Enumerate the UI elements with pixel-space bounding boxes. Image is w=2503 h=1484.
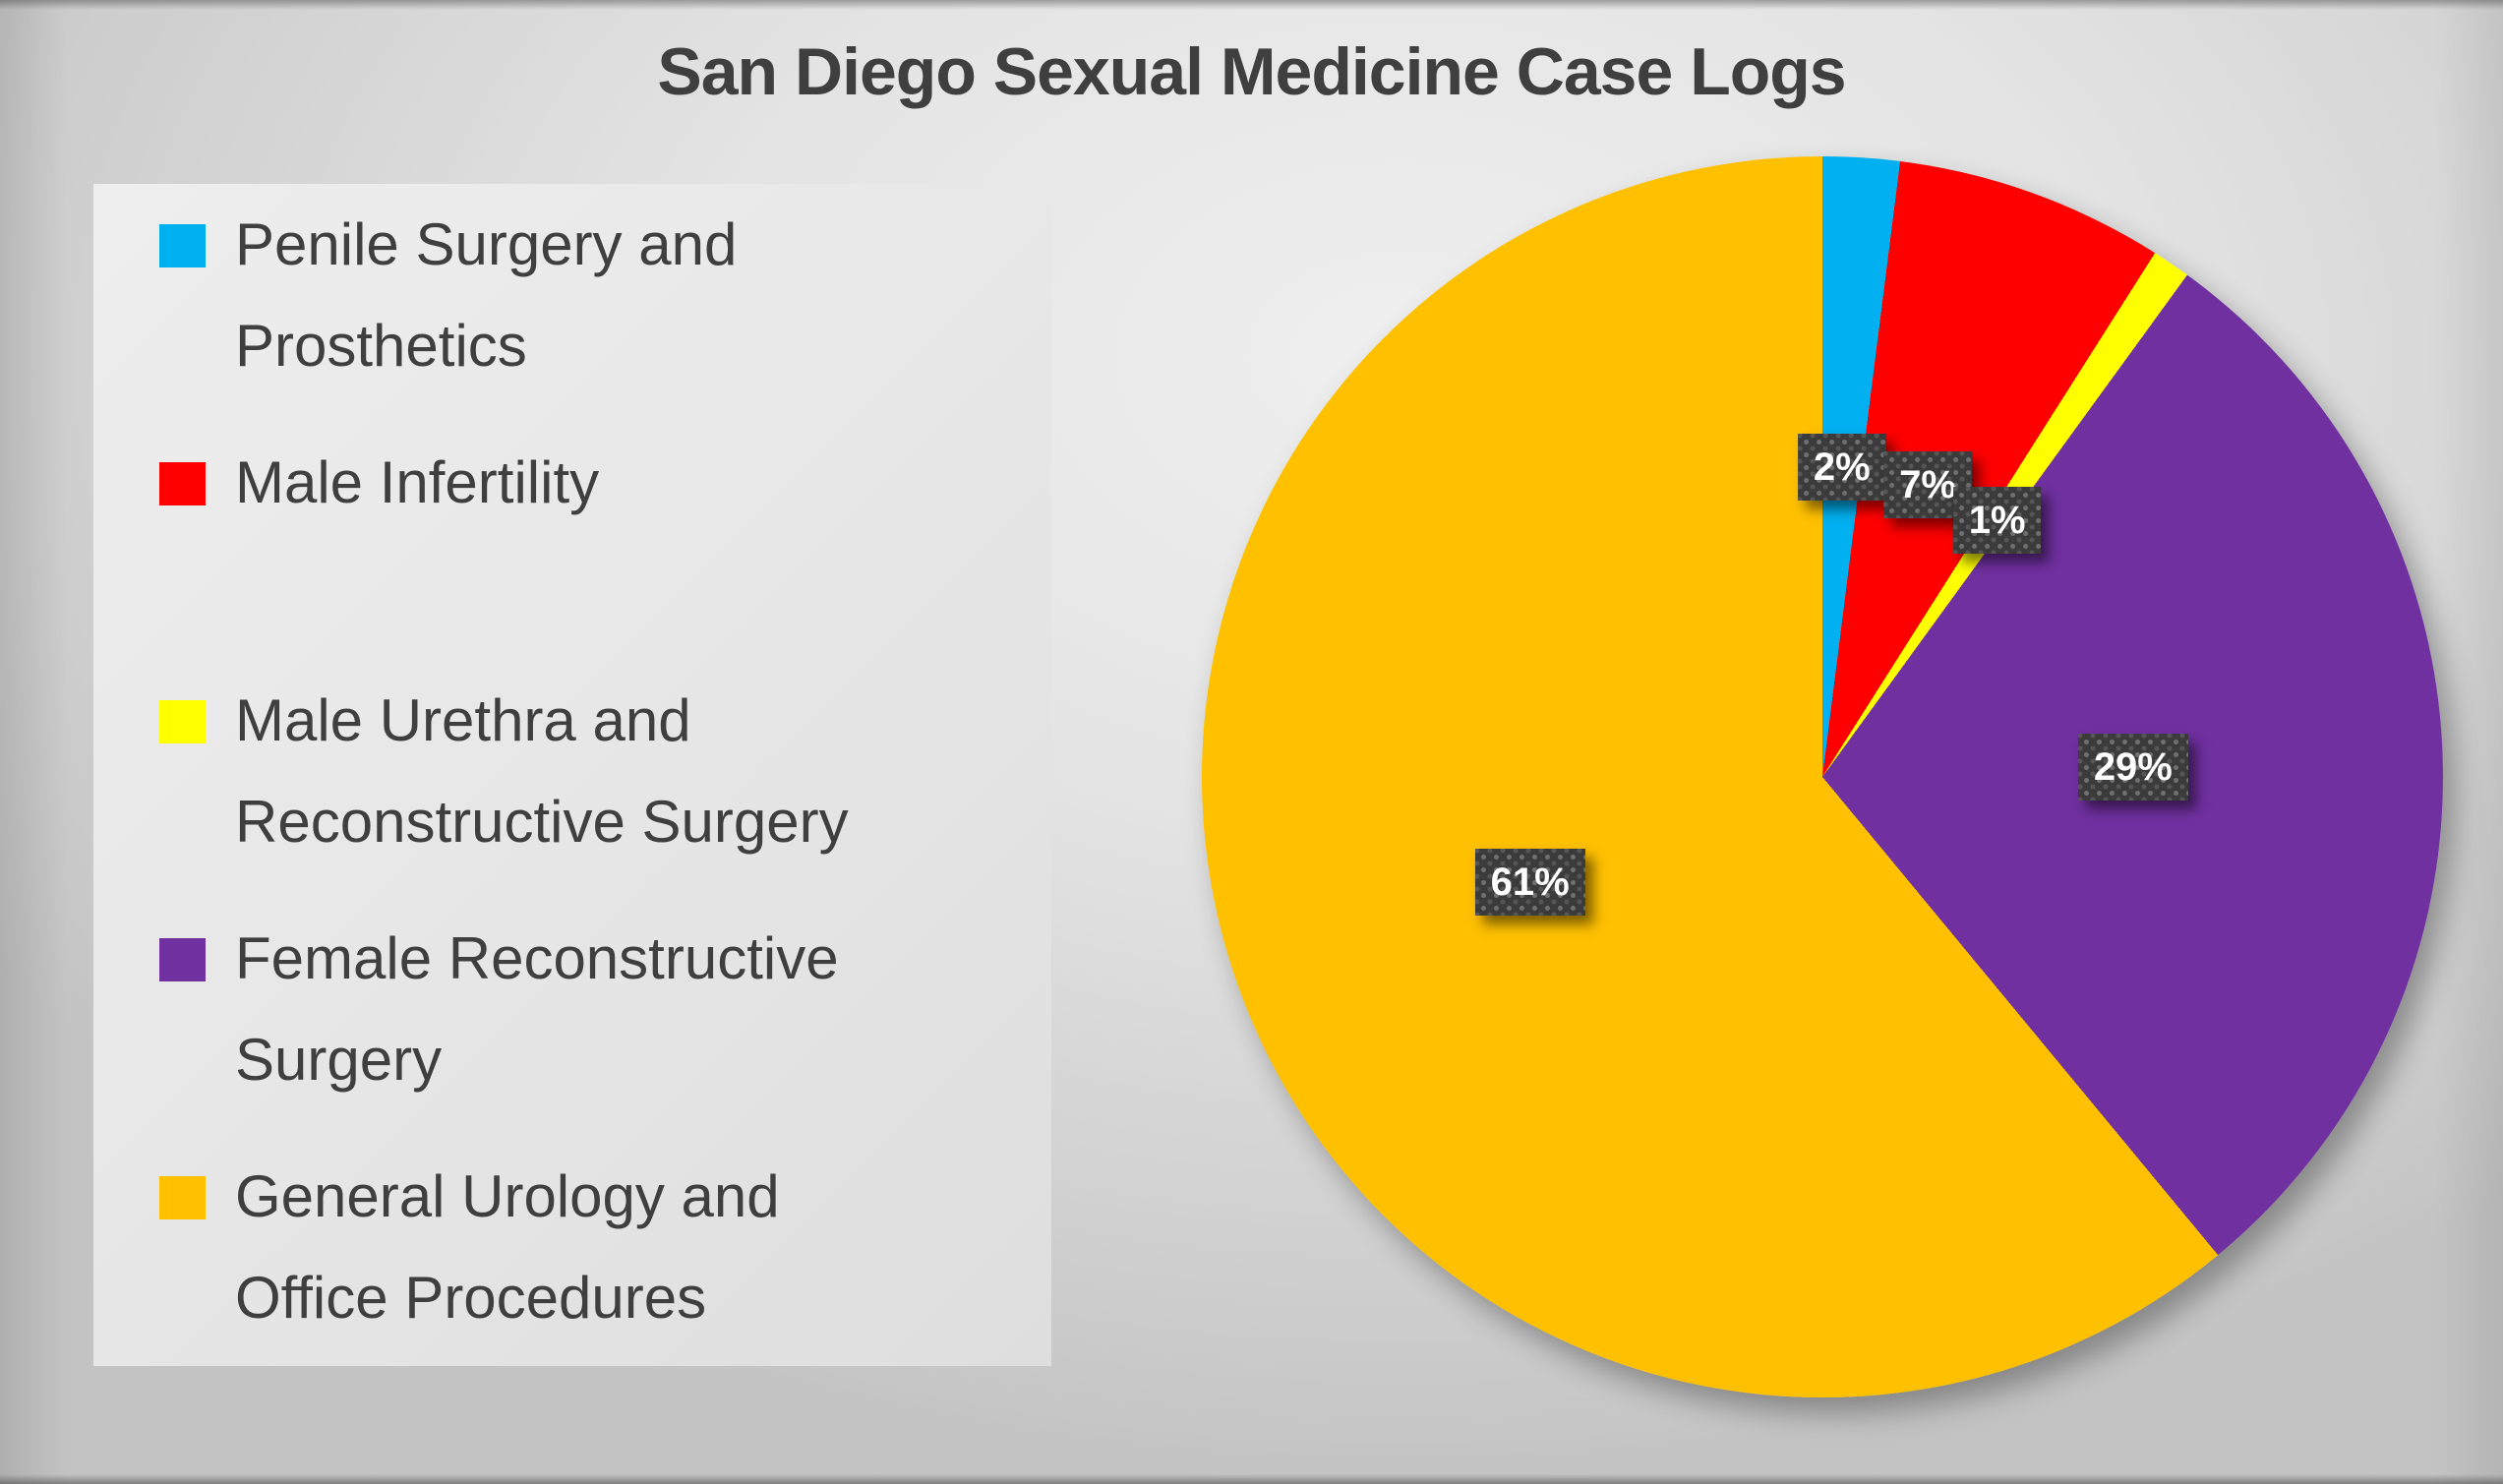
- pie-data-label: 1%: [1953, 487, 2042, 554]
- pie-data-label-text: 61%: [1490, 861, 1570, 905]
- legend-item: Male Infertility: [159, 432, 1051, 533]
- legend-label: Male Infertility: [235, 449, 600, 515]
- legend-swatch: [159, 224, 206, 267]
- legend-swatch: [159, 700, 206, 743]
- pie-data-label-text: 7%: [1899, 462, 1956, 506]
- pie-data-label-text: 29%: [2093, 745, 2173, 790]
- pie-data-label-text: 2%: [1813, 445, 1871, 489]
- pie-area: 2% 7% 1% 29% 61%: [1202, 156, 2443, 1397]
- legend-swatch: [159, 1176, 206, 1219]
- legend: Penile Surgery and Prosthetics Male Infe…: [159, 194, 1051, 1348]
- pie-chart: [1202, 156, 2443, 1397]
- legend-label: Male Urethra and Reconstructive Surgery: [235, 687, 849, 855]
- pie-data-label: 7%: [1883, 451, 1972, 518]
- chart-title: San Diego Sexual Medicine Case Logs: [657, 34, 1846, 109]
- pie-data-label: 29%: [2078, 734, 2188, 801]
- pie-data-label-text: 1%: [1968, 498, 2026, 542]
- legend-label: Penile Surgery and Prosthetics: [235, 211, 738, 379]
- legend-label: General Urology and Office Procedures: [235, 1163, 780, 1331]
- legend-item: Female Reconstructive Surgery: [159, 908, 1051, 1110]
- pie-data-label: 61%: [1475, 849, 1585, 916]
- legend-item: General Urology and Office Procedures: [159, 1146, 1051, 1348]
- legend-item: Male Urethra and Reconstructive Surgery: [159, 670, 1051, 872]
- legend-label: Female Reconstructive Surgery: [235, 925, 839, 1093]
- legend-panel: Penile Surgery and Prosthetics Male Infe…: [93, 184, 1051, 1366]
- legend-swatch: [159, 462, 206, 505]
- legend-swatch: [159, 938, 206, 981]
- pie-data-label: 2%: [1798, 434, 1886, 501]
- legend-item: Penile Surgery and Prosthetics: [159, 194, 1051, 396]
